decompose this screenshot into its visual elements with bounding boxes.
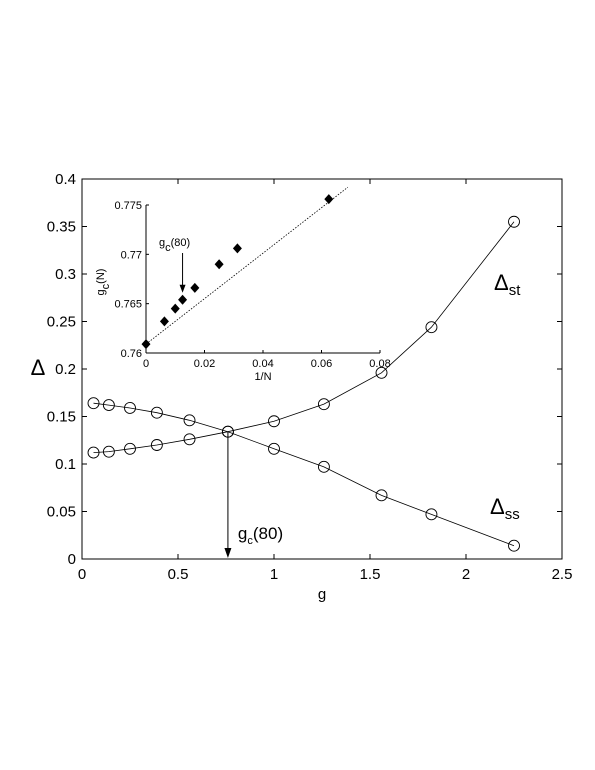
main-plot: 0 0.5 1 1.5 2 2.5 0 0.05 0.1 0.15 0.2 0.25 0.3 0.35 0.…: [31, 171, 573, 603]
data-point: [183, 433, 196, 446]
data-point: [317, 460, 330, 473]
data-point: [508, 215, 520, 228]
data-point: [425, 508, 438, 521]
inset-annotation-arrow-head: [179, 284, 186, 293]
inset-y-tick-label: 0.765: [114, 299, 142, 311]
inset-y-axis-label: gc(N): [95, 269, 112, 296]
series-label-st: Δst: [494, 270, 521, 299]
inset-data-point: [159, 316, 169, 327]
inset-annotation-gc80: gc(80): [159, 237, 190, 254]
data-point: [102, 399, 115, 412]
inset-fit-line: [145, 186, 349, 345]
data-point: [124, 402, 136, 414]
data-point: [87, 446, 100, 459]
y-tick-label: 0.4: [55, 171, 76, 188]
x-axis-label: g: [318, 586, 326, 603]
x-tick-label: 0: [78, 566, 86, 583]
inset-y-tick-label: 0.775: [114, 200, 142, 212]
inset-data-point: [141, 339, 151, 350]
series-line-ss: [93, 402, 515, 547]
x-tick-label: 2: [462, 566, 470, 583]
data-point: [124, 442, 136, 455]
inset-y-tick-label: 0.76: [121, 348, 142, 360]
data-point: [150, 439, 163, 451]
data-point: [375, 366, 388, 379]
inset-x-axis-label: 1/N: [254, 371, 271, 383]
inset-plot: 0 0.02 0.04 0.06 0.08 0.76 0.765 0.77 0.775 1/N gc…: [95, 186, 391, 383]
inset-x-tick-label: 0: [143, 358, 149, 370]
y-tick-label: 0.15: [47, 409, 76, 426]
data-point: [425, 321, 438, 334]
inset-x-tick-label: 0.08: [369, 358, 390, 370]
data-point: [183, 414, 196, 427]
data-point: [268, 415, 280, 428]
inset-x-tick-label: 0.06: [311, 358, 332, 370]
series-label-ss: Δss: [490, 494, 520, 523]
y-tick-label: 0.2: [55, 361, 76, 378]
data-point: [150, 406, 163, 419]
inset-data-point: [190, 282, 200, 293]
y-tick-label: 0: [68, 551, 76, 568]
y-tick-label: 0.1: [55, 456, 76, 473]
data-point: [375, 489, 388, 502]
x-tick-label: 2.5: [552, 566, 573, 583]
inset-x-tick-label: 0.02: [194, 358, 215, 370]
x-tick-label: 1: [270, 566, 278, 583]
x-tick-label: 0.5: [168, 566, 189, 583]
x-tick-label: 1.5: [360, 566, 381, 583]
inset-data-point: [214, 259, 224, 270]
inset-data-point: [232, 243, 242, 254]
inset-data-point: [324, 194, 334, 205]
data-point: [102, 445, 115, 458]
inset-data-point: [178, 294, 188, 305]
annotation-gc80: gc(80): [238, 524, 283, 547]
y-tick-label: 0.25: [47, 314, 76, 331]
y-tick-label: 0.3: [55, 266, 76, 283]
data-point: [508, 539, 520, 552]
data-point: [317, 398, 330, 411]
inset-y-tick-label: 0.77: [121, 249, 142, 261]
y-axis-label: Δ: [31, 355, 46, 380]
inset-x-tick-label: 0.04: [252, 358, 273, 370]
y-tick-label: 0.35: [47, 219, 76, 236]
data-point: [87, 397, 100, 410]
inset-data-point: [170, 303, 180, 314]
data-point: [268, 442, 280, 455]
annotation-arrow-head: [224, 548, 232, 558]
y-tick-label: 0.05: [47, 504, 76, 521]
